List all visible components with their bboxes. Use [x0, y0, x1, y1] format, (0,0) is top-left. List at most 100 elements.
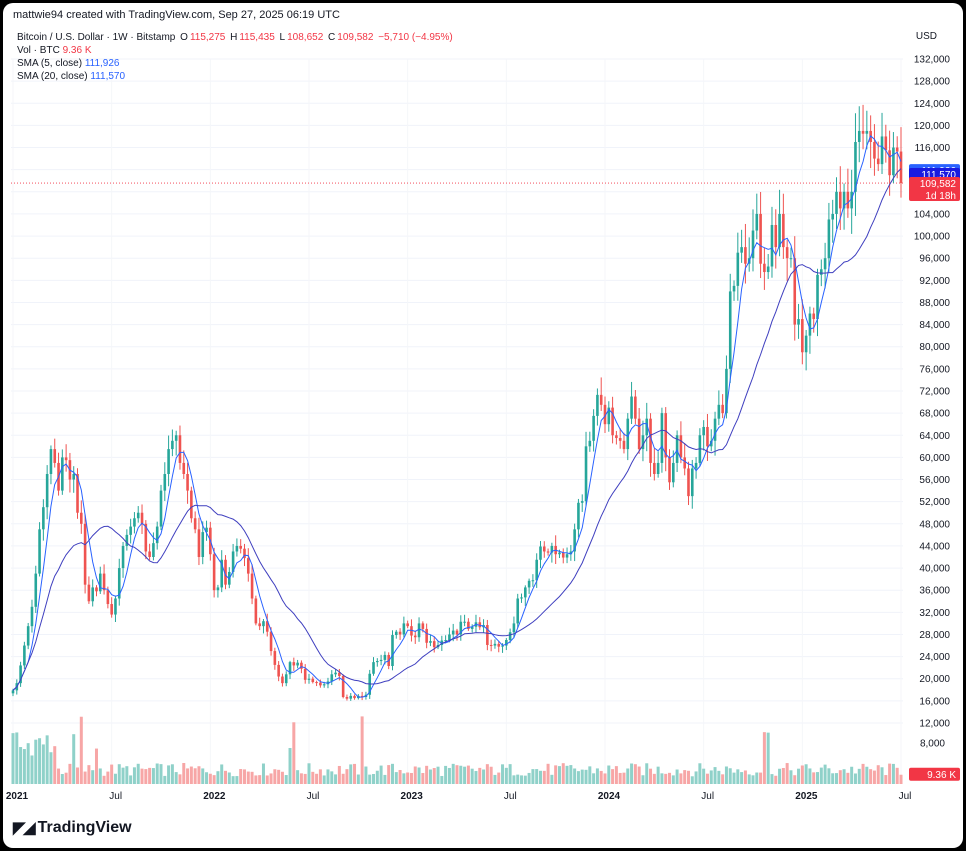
candle-body[interactable]	[281, 676, 284, 684]
candle-body[interactable]	[873, 142, 876, 159]
candle-body[interactable]	[789, 258, 793, 260]
candle-body[interactable]	[721, 404, 724, 414]
candle-body[interactable]	[505, 640, 508, 646]
candle-body[interactable]	[778, 213, 781, 248]
candle-body[interactable]	[478, 622, 482, 628]
candle-body[interactable]	[243, 548, 246, 559]
candle-body[interactable]	[857, 130, 861, 142]
candle-body[interactable]	[645, 418, 649, 436]
candle-body[interactable]	[626, 418, 630, 450]
candle-body[interactable]	[148, 551, 151, 557]
candle-body[interactable]	[744, 247, 747, 264]
candle-body[interactable]	[167, 449, 170, 474]
candle-body[interactable]	[296, 662, 299, 666]
candle-body[interactable]	[178, 435, 182, 463]
candle-body[interactable]	[694, 462, 698, 469]
candle-body[interactable]	[345, 696, 349, 699]
candle-body[interactable]	[11, 690, 15, 694]
candle-body[interactable]	[489, 644, 493, 646]
candle-body[interactable]	[637, 418, 641, 450]
candle-body[interactable]	[535, 559, 538, 581]
candle-body[interactable]	[835, 191, 838, 214]
candle-body[interactable]	[884, 136, 888, 151]
candle-body[interactable]	[774, 225, 778, 248]
candle-body[interactable]	[668, 457, 671, 483]
time-axis[interactable]: 2021 Jul 2022 Jul 2023 Jul 2024 Jul 2025 Jul	[6, 791, 912, 802]
candle-body[interactable]	[846, 191, 850, 209]
candle-body[interactable]	[338, 672, 341, 676]
candle-body[interactable]	[91, 587, 94, 602]
candle-body[interactable]	[201, 532, 205, 557]
candle-body[interactable]	[527, 580, 531, 588]
candle-body[interactable]	[19, 665, 22, 684]
candle-body[interactable]	[618, 438, 622, 441]
candle-body[interactable]	[174, 435, 178, 441]
candle-body[interactable]	[660, 413, 664, 463]
candle-body[interactable]	[53, 449, 57, 463]
candle-body[interactable]	[322, 684, 326, 686]
candle-body[interactable]	[850, 191, 853, 209]
candle-body[interactable]	[854, 142, 857, 192]
candle-body[interactable]	[793, 258, 797, 325]
candle-body[interactable]	[72, 474, 76, 480]
candlesticks[interactable]	[11, 104, 903, 701]
candle-body[interactable]	[152, 543, 155, 557]
candle-body[interactable]	[34, 573, 38, 607]
candle-body[interactable]	[706, 426, 709, 447]
candle-body[interactable]	[349, 695, 353, 699]
candle-body[interactable]	[539, 546, 542, 560]
candle-body[interactable]	[292, 662, 296, 666]
candle-body[interactable]	[224, 559, 227, 585]
candle-body[interactable]	[861, 130, 865, 134]
price-chart[interactable]: 12,000 16,000 20,000 24,000 28,000 32,000 36,0…	[3, 3, 963, 848]
candle-body[interactable]	[330, 674, 334, 682]
candle-body[interactable]	[565, 554, 569, 558]
candle-body[interactable]	[429, 641, 432, 643]
candle-body[interactable]	[129, 526, 132, 535]
candle-body[interactable]	[133, 518, 136, 527]
candle-body[interactable]	[80, 512, 83, 524]
candle-body[interactable]	[607, 407, 611, 425]
candle-body[interactable]	[561, 552, 565, 558]
candle-body[interactable]	[239, 545, 242, 549]
candle-body[interactable]	[797, 319, 800, 325]
candle-body[interactable]	[580, 501, 584, 503]
candle-body[interactable]	[421, 623, 425, 629]
candle-body[interactable]	[406, 623, 409, 627]
candle-body[interactable]	[98, 573, 102, 592]
candle-body[interactable]	[303, 668, 307, 680]
candle-body[interactable]	[740, 247, 743, 253]
candle-body[interactable]	[410, 626, 413, 636]
candle-body[interactable]	[76, 474, 79, 513]
candle-body[interactable]	[30, 606, 34, 627]
candle-body[interactable]	[486, 625, 489, 645]
candle-body[interactable]	[284, 674, 288, 684]
candle-body[interactable]	[493, 643, 497, 646]
candle-body[interactable]	[277, 664, 280, 677]
candle-body[interactable]	[235, 545, 239, 552]
candle-body[interactable]	[372, 662, 375, 674]
candle-body[interactable]	[300, 662, 303, 669]
candle-body[interactable]	[311, 678, 315, 683]
candle-body[interactable]	[83, 523, 87, 585]
candle-body[interactable]	[212, 554, 216, 591]
candle-body[interactable]	[687, 468, 690, 497]
candle-body[interactable]	[273, 651, 277, 665]
candle-body[interactable]	[603, 404, 607, 425]
candle-body[interactable]	[656, 462, 660, 474]
candle-body[interactable]	[402, 623, 406, 635]
candle-body[interactable]	[524, 587, 527, 598]
candle-body[interactable]	[641, 435, 645, 450]
candle-body[interactable]	[516, 598, 520, 624]
candle-body[interactable]	[751, 230, 755, 259]
candle-body[interactable]	[713, 418, 717, 441]
candle-body[interactable]	[45, 474, 49, 508]
candle-body[interactable]	[197, 529, 201, 557]
candle-body[interactable]	[334, 672, 337, 675]
candle-body[interactable]	[121, 545, 125, 569]
candle-body[interactable]	[664, 413, 668, 458]
candle-body[interactable]	[470, 626, 474, 629]
candle-body[interactable]	[87, 584, 91, 602]
candle-body[interactable]	[808, 313, 812, 336]
